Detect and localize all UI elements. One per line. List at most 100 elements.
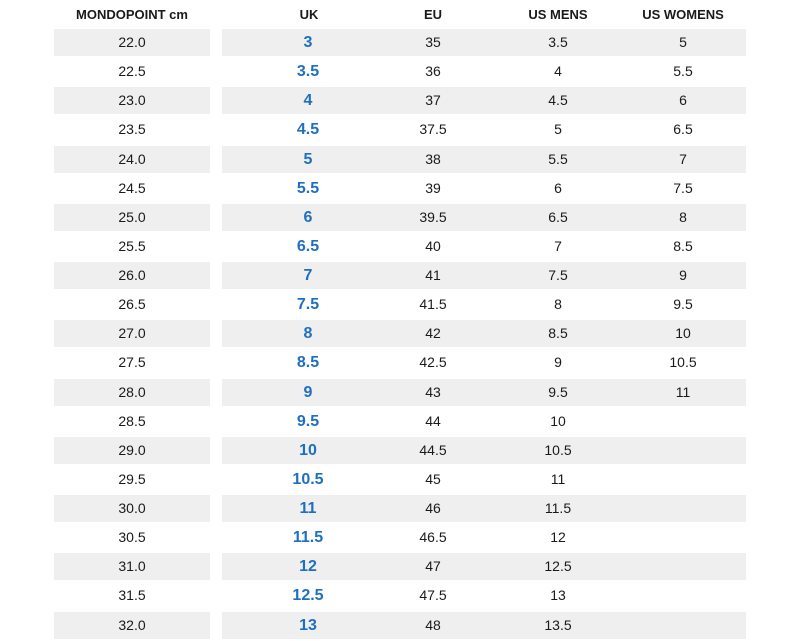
cell-mondopoint: 29.0 [118, 441, 146, 458]
table-row: 29.0 10 44.5 10.5 [0, 436, 800, 466]
row-band-right [222, 203, 746, 231]
cell-mondopoint: 30.0 [118, 500, 146, 516]
cell-eu: 37 [425, 92, 441, 109]
cell-mondopoint: 29.5 [118, 470, 146, 487]
cell-us-womens: 7 [679, 150, 687, 167]
row-band-left [54, 29, 210, 56]
header-mondopoint: MONDOPOINT cm [76, 7, 188, 22]
cell-us-mens: 12.5 [544, 558, 572, 575]
cell-us-mens: 7.5 [548, 267, 568, 283]
cell-mondopoint: 26.5 [118, 296, 146, 313]
row-band-left [54, 553, 210, 581]
cell-us-womens [623, 612, 743, 639]
cell-us-womens [623, 524, 743, 551]
cell-us-mens: 13 [550, 587, 566, 604]
cell-us-mens: 9 [554, 354, 562, 371]
cell-eu: 47.5 [419, 587, 447, 604]
cell-us-womens: 6.5 [673, 121, 693, 138]
cell-eu: 43 [425, 383, 441, 400]
cell-mondopoint: 30.5 [118, 529, 146, 546]
header-us-womens: US WOMENS [642, 7, 724, 22]
row-band-right [222, 145, 746, 173]
cell-uk: 6.5 [296, 237, 320, 255]
cell-us-womens: 7.5 [673, 179, 693, 196]
cell-us-mens: 10.5 [544, 441, 572, 458]
cell-uk: 11.5 [292, 529, 324, 547]
table-row: 25.0 6 39.5 6.5 8 [0, 203, 800, 233]
cell-us-mens: 4.5 [548, 92, 568, 109]
row-band-right [222, 495, 746, 522]
cell-us-mens: 12 [550, 529, 566, 546]
cell-uk: 10.5 [292, 470, 324, 488]
table-row: 23.0 4 37 4.5 6 [0, 87, 800, 116]
table-row: 26.5 7.5 41.5 8 9.5 [0, 291, 800, 320]
cell-eu: 42.5 [419, 354, 447, 371]
cell-eu: 45 [425, 470, 441, 487]
table-row: 31.5 12.5 47.5 13 [0, 582, 800, 611]
cell-uk: 12.5 [292, 587, 324, 605]
cell-uk: 5 [303, 150, 313, 168]
cell-mondopoint: 24.5 [118, 179, 146, 196]
row-band-left [54, 495, 210, 522]
cell-eu: 35 [425, 34, 441, 50]
cell-mondopoint: 25.5 [118, 237, 146, 254]
cell-us-womens: 8.5 [673, 237, 693, 254]
table-row: 28.0 9 43 9.5 11 [0, 378, 800, 408]
table-row: 30.5 11.5 46.5 12 [0, 524, 800, 553]
cell-mondopoint: 26.0 [118, 267, 146, 283]
header-uk: UK [299, 7, 319, 22]
cell-mondopoint: 22.0 [118, 34, 146, 50]
table-row: 24.0 5 38 5.5 7 [0, 145, 800, 175]
table-row: 25.5 6.5 40 7 8.5 [0, 233, 800, 262]
cell-eu: 44.5 [419, 441, 447, 458]
cell-uk: 4 [303, 92, 313, 110]
cell-us-mens: 13.5 [544, 616, 572, 633]
cell-eu: 41.5 [419, 296, 447, 313]
cell-uk: 9.5 [296, 412, 320, 430]
cell-us-mens: 11 [550, 470, 566, 487]
cell-mondopoint: 28.0 [118, 383, 146, 400]
cell-mondopoint: 27.5 [118, 354, 146, 371]
cell-us-mens: 8.5 [548, 325, 568, 342]
table-row: 29.5 10.5 45 11 [0, 466, 800, 495]
cell-us-womens: 5.5 [673, 63, 693, 80]
cell-us-womens [623, 437, 743, 464]
cell-mondopoint: 27.0 [118, 325, 146, 342]
cell-uk: 4.5 [296, 121, 320, 139]
cell-mondopoint: 25.0 [118, 208, 146, 225]
cell-mondopoint: 23.0 [118, 92, 146, 109]
row-band-left [54, 611, 210, 639]
cell-us-mens: 9.5 [548, 383, 568, 400]
cell-eu: 39.5 [419, 208, 447, 225]
row-band-left [54, 262, 210, 289]
cell-us-womens: 5 [679, 34, 687, 50]
table-row: 30.0 11 46 11.5 [0, 495, 800, 524]
cell-uk: 7.5 [296, 296, 320, 314]
cell-uk: 8 [303, 325, 313, 343]
cell-eu: 40 [425, 237, 441, 254]
row-band-left [54, 203, 210, 231]
table-header: MONDOPOINT cm UK EU US MENS US WOMENS [0, 0, 800, 29]
cell-us-womens: 9 [679, 267, 687, 283]
cell-us-womens [623, 466, 743, 493]
row-band-right [222, 320, 746, 348]
row-band-left [54, 436, 210, 464]
cell-eu: 37.5 [419, 121, 447, 138]
cell-uk: 12 [299, 558, 317, 576]
row-band-right [222, 611, 746, 639]
cell-us-mens: 5.5 [548, 150, 568, 167]
cell-eu: 42 [425, 325, 441, 342]
table-row: 23.5 4.5 37.5 5 6.5 [0, 116, 800, 145]
cell-us-womens [623, 553, 743, 580]
cell-eu: 47 [425, 558, 441, 575]
cell-us-womens [623, 495, 743, 522]
cell-uk: 3 [303, 34, 313, 51]
cell-us-mens: 6.5 [548, 208, 568, 225]
cell-us-mens: 7 [554, 237, 562, 254]
table-body: 22.0 3 35 3.5 5 22.5 3.5 36 4 5.5 23.0 4 37 4.5 6 23.5 4… [0, 29, 800, 641]
table-row: 28.5 9.5 44 10 [0, 408, 800, 437]
cell-uk: 5.5 [296, 179, 320, 197]
cell-mondopoint: 31.5 [118, 587, 146, 604]
cell-us-mens: 11.5 [544, 500, 572, 516]
